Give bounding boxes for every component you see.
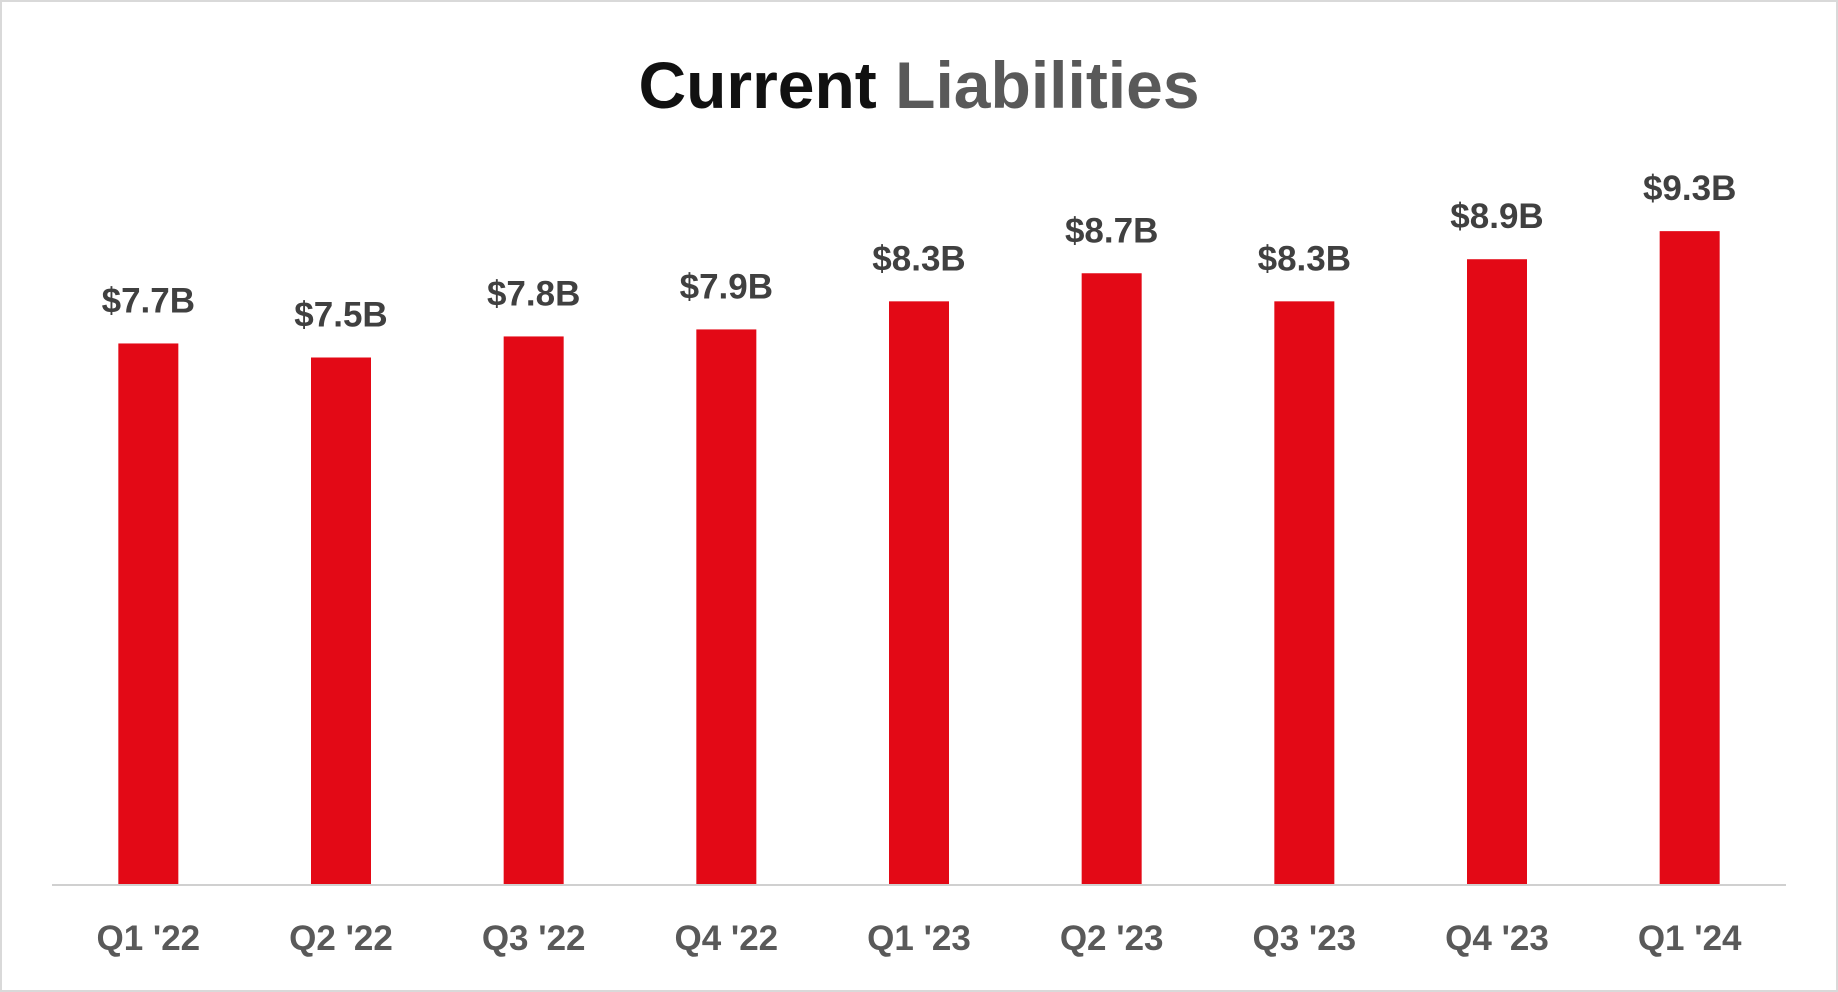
bar-2 [503,336,564,884]
data-label-4: $8.3B [872,239,965,278]
x-tick-label-2: Q3 '22 [482,919,586,958]
bar-8 [1659,231,1720,884]
x-tick-label-0: Q1 '22 [96,919,200,958]
bar-0 [118,343,179,885]
x-tick-label-1: Q2 '22 [289,919,393,958]
bar-6 [1274,301,1335,885]
chart-title-part-1: Current [638,48,877,122]
data-label-6: $8.3B [1258,239,1351,278]
bar-4 [889,301,949,885]
data-labels-group: $7.7B $7.5B $7.8B $7.9B $8.3B $8.7B $8.3B $8.9B… [102,169,1737,334]
data-label-7: $8.9B [1450,197,1543,236]
chart-title: Current Liabilities [2,40,1836,130]
bar-5 [1081,273,1142,884]
data-label-8: $9.3B [1643,169,1736,208]
x-tick-label-7: Q4 '23 [1445,919,1549,958]
chart-title-part-2: Liabilities [895,48,1200,122]
bars-group [118,231,1720,885]
x-tick-label-4: Q1 '23 [867,919,971,958]
data-label-1: $7.5B [294,296,387,335]
x-tick-labels-group: Q1 '22 Q2 '22 Q3 '22 Q4 '22 Q1 '23 Q2 '23 Q3 '… [96,919,1742,958]
bar-1 [311,357,371,884]
data-label-0: $7.7B [102,281,195,320]
bar-3 [696,329,757,884]
x-tick-label-5: Q2 '23 [1060,919,1164,958]
data-label-2: $7.8B [487,274,580,313]
bar-7 [1467,259,1527,885]
data-label-3: $7.9B [680,267,773,306]
x-tick-label-8: Q1 '24 [1638,919,1742,958]
x-tick-label-3: Q4 '22 [674,919,778,958]
x-tick-label-6: Q3 '23 [1252,919,1356,958]
data-label-5: $8.7B [1065,211,1158,250]
